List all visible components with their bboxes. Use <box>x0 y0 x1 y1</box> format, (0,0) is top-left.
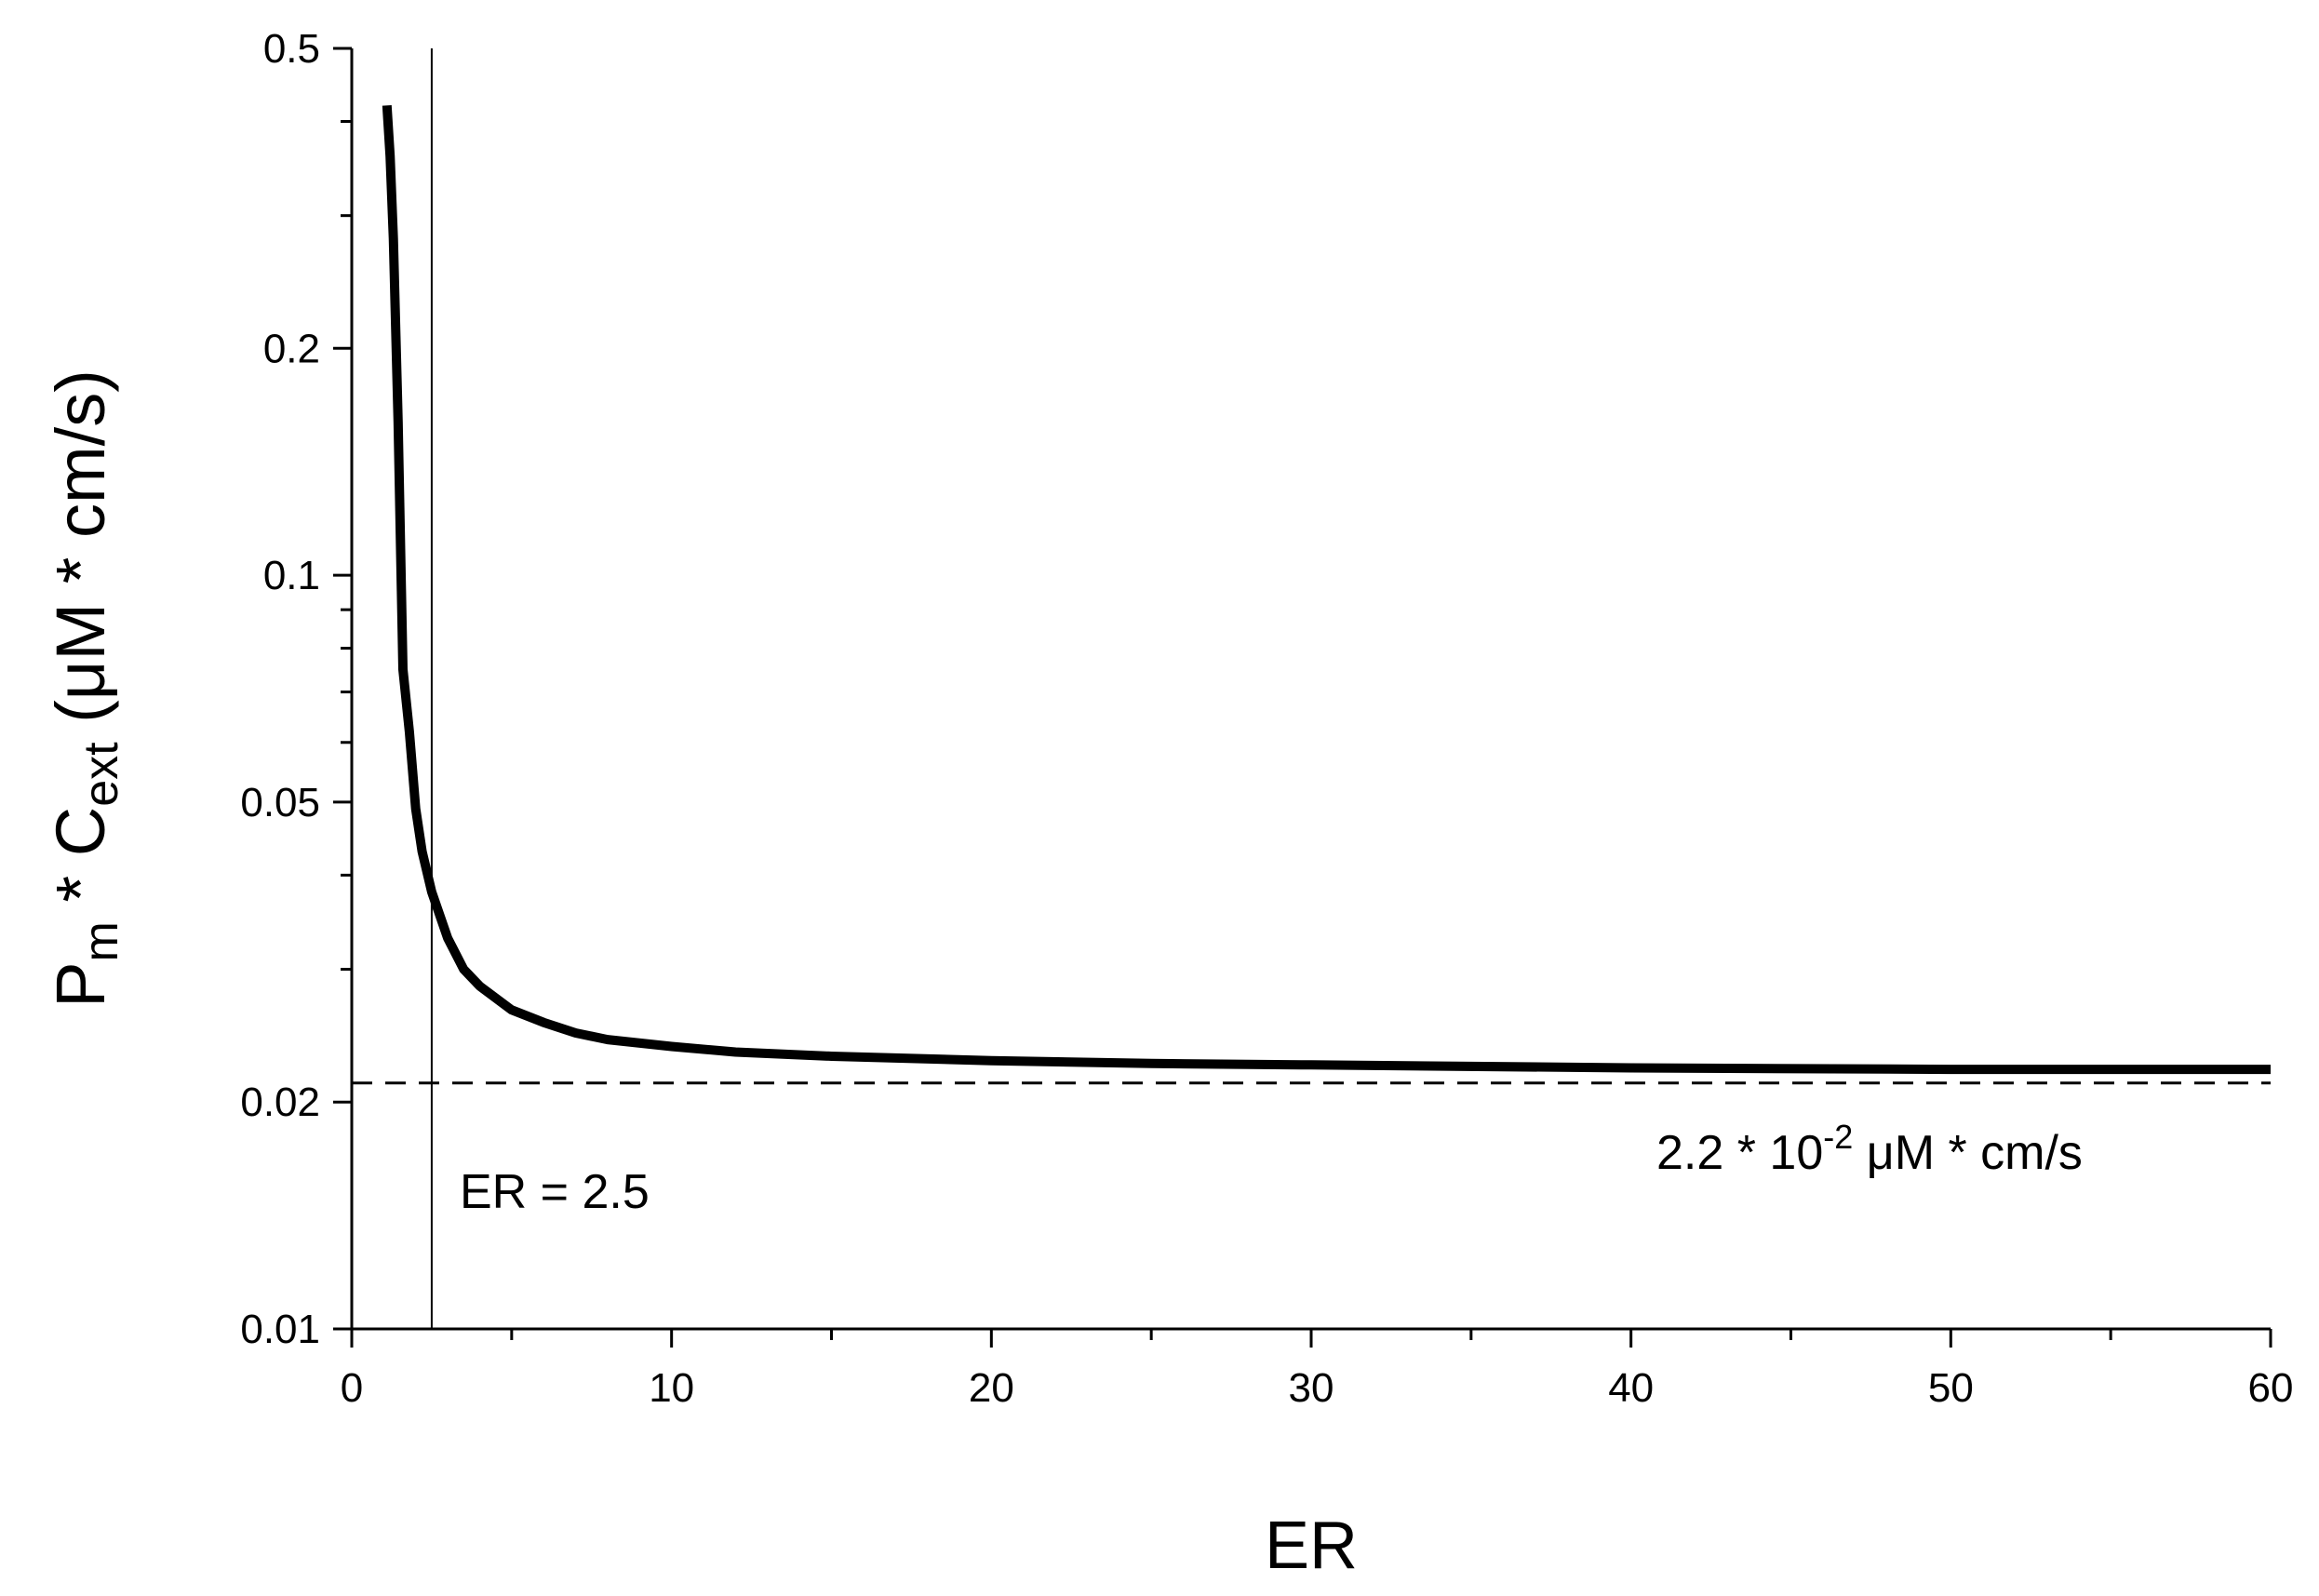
y-axis-title-mid: * C <box>42 807 119 921</box>
vertical-line-label: ER = 2.5 <box>460 1165 650 1219</box>
y-tick-label: 0.5 <box>263 26 320 72</box>
x-tick-label: 60 <box>2248 1365 2294 1411</box>
x-tick-label: 10 <box>649 1365 694 1411</box>
y-axis-title-tail: (μM * cm/s) <box>42 369 119 742</box>
y-tick-label: 0.02 <box>240 1080 320 1125</box>
y-axis-title-sub2: ext <box>74 742 128 807</box>
series-layer <box>382 104 2271 1075</box>
asymptote-label: 2.2 * 10-2 μM * cm/s <box>1656 1118 2083 1180</box>
reference-lines <box>352 48 2271 1329</box>
x-tick-label: 20 <box>969 1365 1014 1411</box>
y-tick-label: 0.1 <box>263 553 320 598</box>
asymptote-label-tail: μM * cm/s <box>1853 1126 2083 1180</box>
y-axis-title-sub1: m <box>74 921 128 961</box>
x-tick-label: 0 <box>341 1365 363 1411</box>
y-tick-label: 0.2 <box>263 326 320 371</box>
y-tick-label: 0.05 <box>240 780 320 825</box>
y-tick-label: 0.01 <box>240 1307 320 1352</box>
x-tick-label: 40 <box>1608 1365 1654 1411</box>
tick-labels: 0 10 20 30 40 50 60 0.01 0.02 0.05 0.1 0.2 0.5 <box>240 26 2293 1411</box>
y-axis-title-main: P <box>42 961 119 1007</box>
x-tick-label: 30 <box>1289 1365 1334 1411</box>
x-axis-title: ER <box>1265 1509 1358 1583</box>
asymptote-label-sup: -2 <box>1823 1118 1853 1156</box>
asymptote-label-main: 2.2 * 10 <box>1656 1126 1823 1180</box>
y-axis-title: Pm * Cext (μM * cm/s) <box>42 369 128 1008</box>
x-tick-label: 50 <box>1928 1365 1974 1411</box>
data-series-line <box>382 104 2271 1075</box>
ticks <box>333 47 2272 1348</box>
